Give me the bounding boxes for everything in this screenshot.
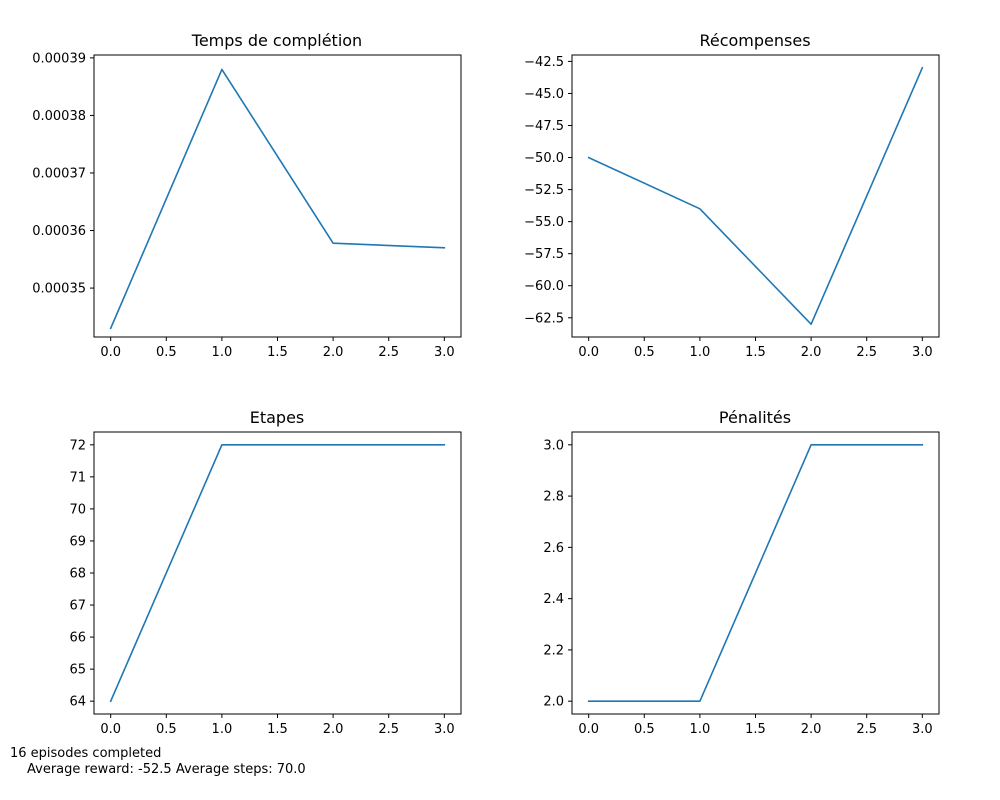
- x-tick-label: 0.5: [156, 345, 177, 360]
- x-tick-label: 0.5: [634, 345, 655, 360]
- y-tick-label: 2.8: [543, 490, 564, 505]
- subplot-title: Pénalités: [719, 408, 791, 427]
- series-line-0: [109, 68, 446, 330]
- series-line-0: [587, 444, 924, 702]
- series-line-0: [109, 444, 446, 703]
- series-line-0: [587, 66, 924, 325]
- x-tick-label: 2.0: [323, 722, 344, 737]
- x-tick-label: 0.0: [578, 345, 599, 360]
- y-tick-label: 2.6: [543, 541, 564, 556]
- subplot-title: Etapes: [250, 408, 305, 427]
- x-tick-label: 2.0: [801, 722, 822, 737]
- x-tick-label: 3.0: [434, 345, 455, 360]
- x-tick-label: 3.0: [434, 722, 455, 737]
- subplot-steps: Etapes 0.0 0.5 1.0 1.5 2.0 2.5 3.0 64 65 66 67 68 69…: [69, 408, 462, 737]
- subplot-penalties: Pénalités 0.0 0.5 1.0 1.5 2.0 2.5 3.0 2.0 2.2 2.4…: [543, 408, 940, 737]
- y-tick-label: 71: [69, 470, 86, 485]
- subplot-title: Temps de complétion: [191, 31, 362, 50]
- y-tick-label: 65: [69, 663, 86, 678]
- x-tick-label: 3.0: [912, 345, 933, 360]
- axes-frame: [93, 431, 462, 715]
- y-tick-label: 0.00039: [32, 51, 86, 66]
- y-tick-label: 69: [69, 534, 86, 549]
- y-tick-label: −57.5: [524, 247, 564, 262]
- y-tick-label: 2.0: [543, 695, 564, 710]
- x-tick-label: 1.5: [745, 345, 766, 360]
- x-tick-label: 0.0: [100, 722, 121, 737]
- summary-episodes-completed: 16 episodes completed: [10, 746, 162, 761]
- y-tick-label: −50.0: [524, 151, 564, 166]
- y-tick-label: 64: [69, 695, 86, 710]
- x-tick-label: 2.0: [801, 345, 822, 360]
- y-tick-label: −42.5: [524, 55, 564, 70]
- x-tick-label: 1.0: [690, 345, 711, 360]
- y-tick-label: −45.0: [524, 87, 564, 102]
- x-tick-label: 0.0: [100, 345, 121, 360]
- y-tick-label: −55.0: [524, 215, 564, 230]
- y-tick-label: 2.4: [543, 592, 564, 607]
- x-tick-label: 1.0: [212, 345, 233, 360]
- episode-summary: 16 episodes completed Average reward: -52…: [10, 746, 306, 778]
- x-tick-label: 0.5: [634, 722, 655, 737]
- y-tick-label: −62.5: [524, 311, 564, 326]
- y-tick-label: 66: [69, 631, 86, 646]
- y-tick-label: 72: [69, 438, 86, 453]
- subplot-title: Récompenses: [699, 31, 810, 50]
- axes-frame: [93, 54, 462, 338]
- y-tick-label: 68: [69, 567, 86, 582]
- y-tick-label: 0.00037: [32, 166, 86, 181]
- x-tick-label: 0.5: [156, 722, 177, 737]
- x-tick-label: 1.5: [267, 722, 288, 737]
- x-tick-label: 2.5: [856, 345, 877, 360]
- x-tick-label: 3.0: [912, 722, 933, 737]
- x-tick-label: 2.0: [323, 345, 344, 360]
- x-tick-label: 2.5: [856, 722, 877, 737]
- axes-frame: [571, 54, 940, 338]
- x-tick-label: 1.5: [267, 345, 288, 360]
- summary-averages: Average reward: -52.5 Average steps: 70.…: [27, 762, 306, 777]
- subplot-rewards: Récompenses 0.0 0.5 1.0 1.5 2.0 2.5 3.0 −62.5 −6…: [524, 31, 940, 360]
- subplot-completion-time: Temps de complétion 0.0 0.5 1.0 1.5 2.0 2.5 3.…: [32, 31, 462, 360]
- y-tick-label: 2.2: [543, 643, 564, 658]
- y-tick-label: 0.00036: [32, 224, 86, 239]
- y-tick-label: 3.0: [543, 438, 564, 453]
- y-tick-label: −52.5: [524, 183, 564, 198]
- y-tick-label: 0.00035: [32, 282, 86, 297]
- y-tick-label: 70: [69, 502, 86, 517]
- x-tick-label: 1.0: [690, 722, 711, 737]
- y-tick-label: 67: [69, 599, 86, 614]
- x-tick-label: 1.0: [212, 722, 233, 737]
- y-tick-label: 0.00038: [32, 109, 86, 124]
- y-tick-label: −47.5: [524, 119, 564, 134]
- x-tick-label: 2.5: [378, 722, 399, 737]
- x-tick-label: 1.5: [745, 722, 766, 737]
- y-tick-label: −60.0: [524, 279, 564, 294]
- x-tick-label: 0.0: [578, 722, 599, 737]
- x-tick-label: 2.5: [378, 345, 399, 360]
